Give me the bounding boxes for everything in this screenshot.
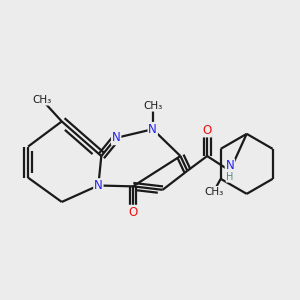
Text: O: O xyxy=(202,124,212,136)
Text: N: N xyxy=(94,179,103,192)
Text: N: N xyxy=(148,123,157,136)
Text: CH₃: CH₃ xyxy=(204,187,223,197)
Text: N: N xyxy=(226,159,234,172)
Text: O: O xyxy=(128,206,138,219)
Text: H: H xyxy=(226,172,234,182)
Text: N: N xyxy=(112,131,121,144)
Text: CH₃: CH₃ xyxy=(143,101,162,111)
Text: CH₃: CH₃ xyxy=(32,95,52,105)
